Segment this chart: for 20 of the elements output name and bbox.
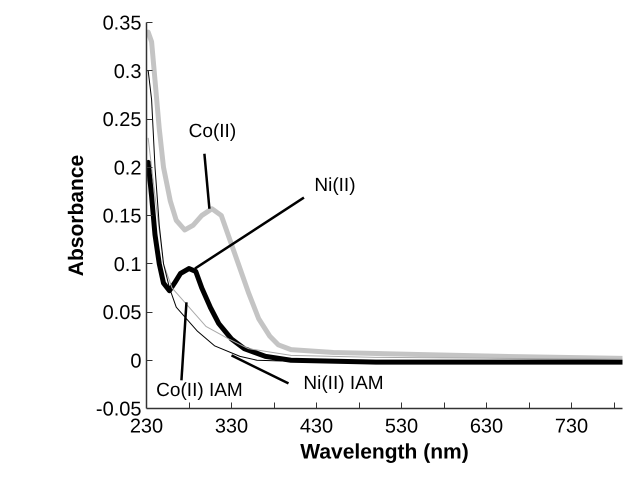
y-tick-label: 0.1 xyxy=(114,254,142,276)
annotation: Ni(II) xyxy=(314,175,356,196)
x-tick-label: 530 xyxy=(384,416,418,438)
y-tick-label: 0.2 xyxy=(114,157,142,180)
annotation: Co(II) IAM xyxy=(156,380,243,401)
y-tick-label: 0.35 xyxy=(102,12,142,34)
y-tick-label: 0.15 xyxy=(102,206,142,228)
x-tick-label: 430 xyxy=(300,416,334,438)
x-tick-label: 230 xyxy=(130,416,164,438)
x-tick-label: 730 xyxy=(554,416,588,438)
y-tick-label: 0.05 xyxy=(102,302,142,324)
x-axis-title: Wavelength (nm) xyxy=(300,440,469,464)
y-axis-title: Absorbance xyxy=(64,154,88,276)
x-tick-label: 330 xyxy=(214,416,248,438)
annotation: Ni(II) IAM xyxy=(303,372,384,394)
x-tick-label: 630 xyxy=(470,416,504,438)
y-tick-label: 0.25 xyxy=(102,109,142,131)
annotation: Co(II) xyxy=(188,121,236,142)
y-tick-label: 0 xyxy=(130,350,142,372)
y-tick-label: 0.3 xyxy=(114,60,142,83)
